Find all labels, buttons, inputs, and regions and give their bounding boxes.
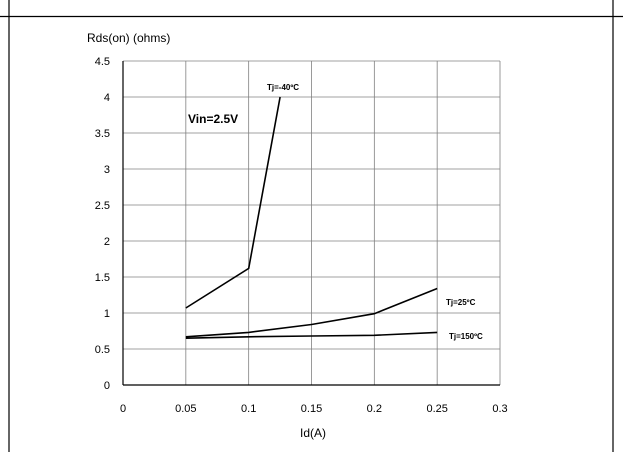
y-tick-label-8: 4 bbox=[104, 92, 110, 104]
axes bbox=[122, 61, 500, 386]
grid bbox=[123, 60, 501, 385]
x-tick-label-6: 0.3 bbox=[492, 403, 507, 415]
series-line-2 bbox=[185, 331, 438, 339]
y-tick-label-7: 3.5 bbox=[95, 128, 110, 140]
series-label-tj-25: Tj=25ºC bbox=[446, 298, 476, 307]
y-tick-label-3: 1.5 bbox=[95, 272, 110, 284]
x-axis-title: Id(A) bbox=[300, 426, 326, 440]
condition-annotation: Vin=2.5V bbox=[188, 112, 238, 126]
series-lines bbox=[185, 96, 438, 339]
x-tick-label-4: 0.2 bbox=[367, 403, 382, 415]
y-tick-label-9: 4.5 bbox=[95, 56, 110, 68]
y-axis-title: Rds(on) (ohms) bbox=[87, 31, 170, 45]
y-tick-label-1: 0.5 bbox=[95, 344, 110, 356]
series-label-tj-150: Tj=150ºC bbox=[449, 332, 483, 341]
x-tick-label-0: 0 bbox=[120, 403, 126, 415]
x-tick-label-5: 0.25 bbox=[426, 403, 447, 415]
y-tick-label-4: 2 bbox=[104, 236, 110, 248]
series-line-0 bbox=[185, 96, 281, 309]
y-tick-label-6: 3 bbox=[104, 164, 110, 176]
x-tick-label-3: 0.15 bbox=[301, 403, 322, 415]
series-line-1 bbox=[185, 287, 438, 338]
y-tick-label-2: 1 bbox=[104, 308, 110, 320]
y-tick-label-5: 2.5 bbox=[95, 200, 110, 212]
series-label-tj-minus40: Tj=-40ºC bbox=[267, 83, 299, 92]
y-tick-label-0: 0 bbox=[104, 380, 110, 392]
x-tick-label-2: 0.1 bbox=[241, 403, 256, 415]
tick-labels: 0 0.5 1 1.5 2 2.5 3 3.5 4 4.5 0 0.05 0.1 0.15 0.2 0.25 0… bbox=[95, 56, 508, 415]
x-tick-label-1: 0.05 bbox=[175, 403, 196, 415]
